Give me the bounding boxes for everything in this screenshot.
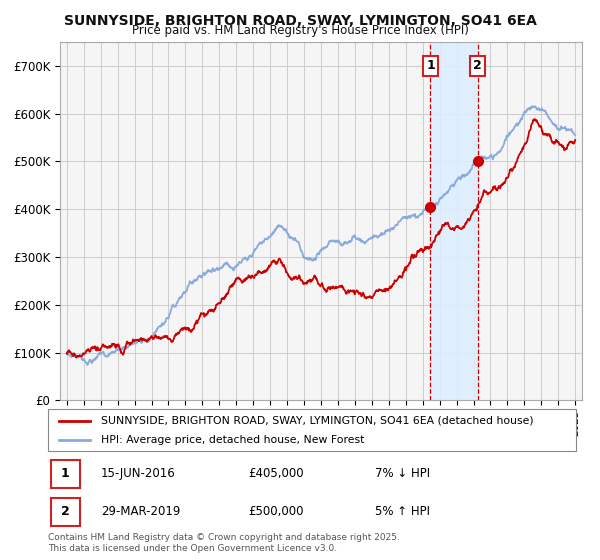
Text: 2: 2 [473,59,482,72]
Text: 1: 1 [426,59,435,72]
Text: £405,000: £405,000 [248,468,304,480]
Text: SUNNYSIDE, BRIGHTON ROAD, SWAY, LYMINGTON, SO41 6EA: SUNNYSIDE, BRIGHTON ROAD, SWAY, LYMINGTO… [64,14,536,28]
Text: 2: 2 [61,505,70,518]
Text: HPI: Average price, detached house, New Forest: HPI: Average price, detached house, New … [101,435,364,445]
Text: Contains HM Land Registry data © Crown copyright and database right 2025.
This d: Contains HM Land Registry data © Crown c… [48,533,400,553]
Text: 15-JUN-2016: 15-JUN-2016 [101,468,176,480]
Text: 5% ↑ HPI: 5% ↑ HPI [376,505,430,518]
Text: 1: 1 [61,468,70,480]
FancyBboxPatch shape [50,460,80,488]
Bar [430,42,478,400]
FancyBboxPatch shape [50,498,80,525]
Text: £500,000: £500,000 [248,505,304,518]
Text: 7% ↓ HPI: 7% ↓ HPI [376,468,430,480]
FancyBboxPatch shape [48,409,576,451]
Text: Price paid vs. HM Land Registry's House Price Index (HPI): Price paid vs. HM Land Registry's House … [131,24,469,37]
Text: SUNNYSIDE, BRIGHTON ROAD, SWAY, LYMINGTON, SO41 6EA (detached house): SUNNYSIDE, BRIGHTON ROAD, SWAY, LYMINGTO… [101,416,533,426]
Text: 29-MAR-2019: 29-MAR-2019 [101,505,180,518]
